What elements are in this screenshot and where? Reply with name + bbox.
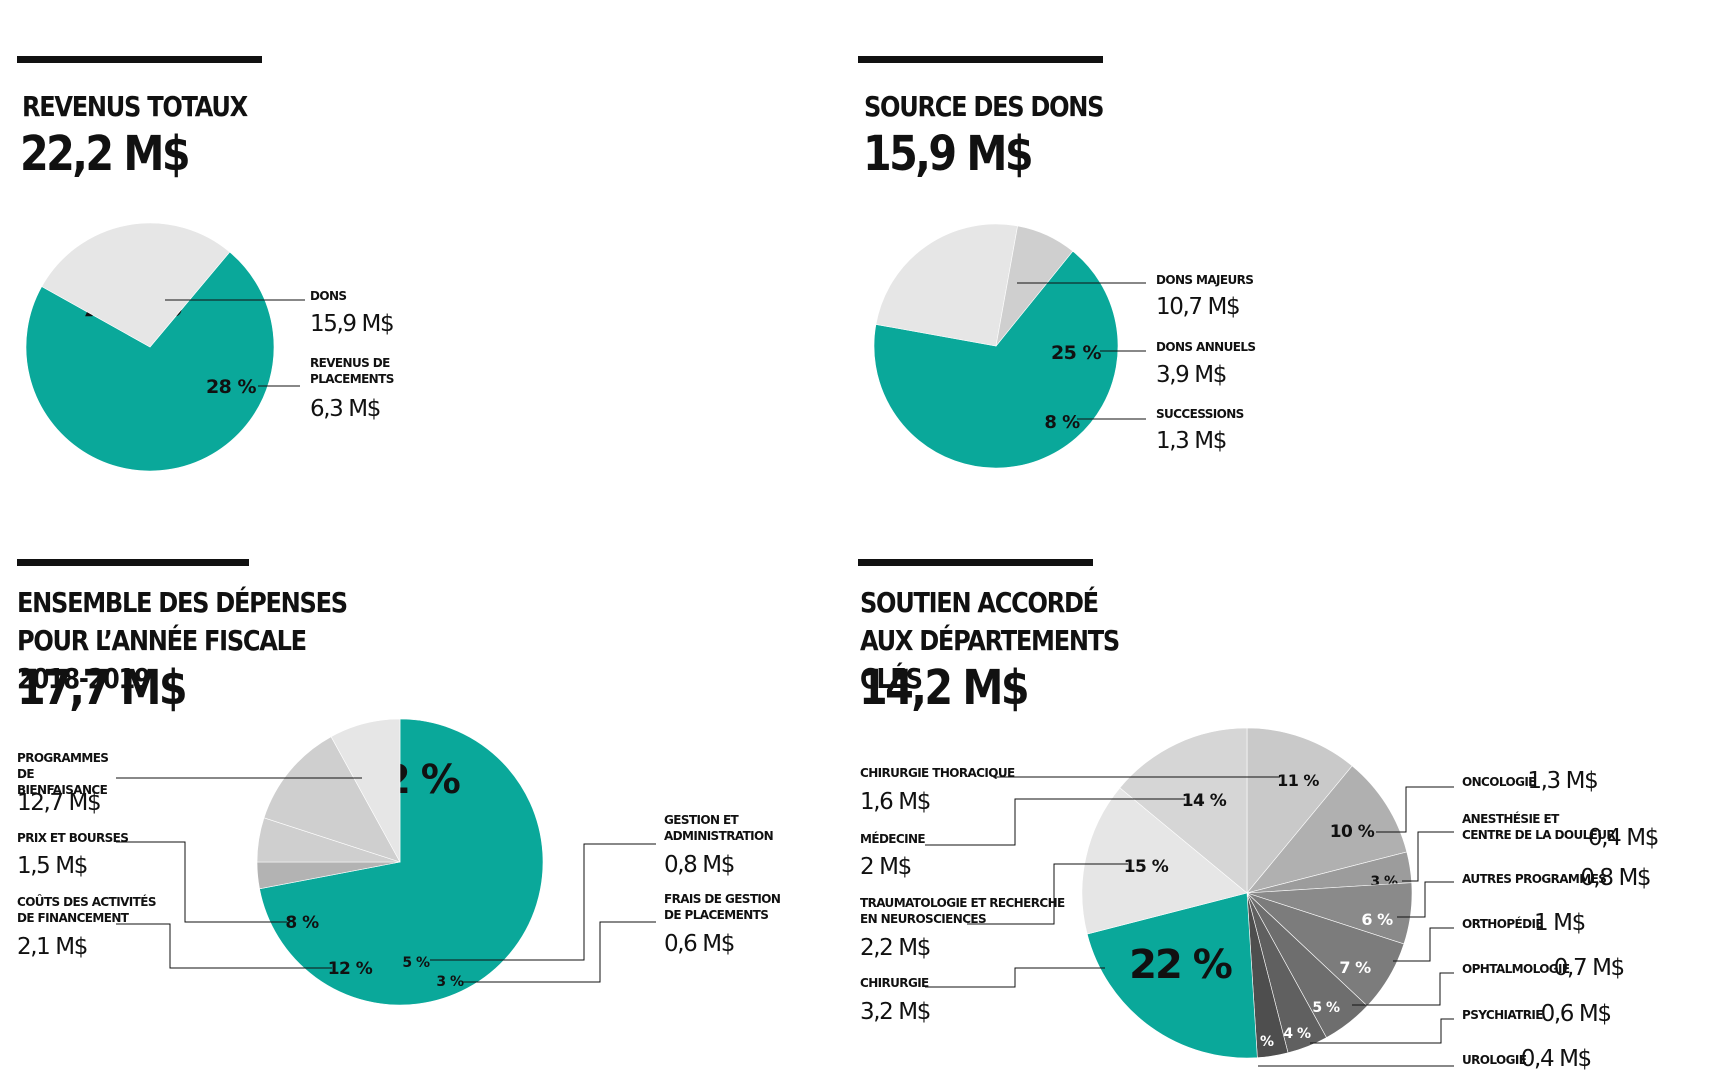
panel3-rule	[17, 559, 249, 566]
pie4-legend-thoracique-name: CHIRURGIE THORACIQUE	[860, 766, 1015, 780]
panel4-title: SOUTIEN ACCORDÉ AUX DÉPARTEMENTS CLÉS	[860, 584, 1152, 698]
pie3-leader-frais	[463, 921, 656, 983]
pie2-slice	[995, 225, 1074, 347]
pie4-legend-name: PSYCHIATRIE	[1462, 1008, 1543, 1022]
pie3-leader-couts	[116, 923, 332, 969]
pie3-legend-programmes-name: PROGRAMMES DE BIENFAISANCE	[17, 751, 108, 797]
pie2-legend-annuels-value: 3,9 M$	[1156, 362, 1226, 388]
pie4-legend-value: 0,8 M$	[1580, 865, 1650, 891]
pie4-leader-3	[1397, 881, 1454, 918]
panel4-rule	[858, 559, 1093, 566]
pie4-slice-label: 6 %	[1361, 910, 1393, 929]
pie4-legend-name: OPHTALMOLOGIE	[1462, 962, 1570, 976]
pie4-legend-value: 1,3 M$	[1527, 768, 1597, 794]
pie4-slice	[1086, 892, 1258, 1059]
pie3-slice	[263, 736, 401, 863]
pie4-slice	[1246, 765, 1408, 894]
pie4-leader-chirurgie	[925, 967, 1105, 988]
pie4-leader-medecine	[925, 798, 1185, 846]
pie4-slice-label: 22 %	[1129, 942, 1232, 988]
pie4-legend-value: 1 M$	[1534, 910, 1585, 936]
pie4-legend-value: 0,7 M$	[1554, 955, 1624, 981]
pie2-slice-label: 8 %	[1044, 412, 1080, 433]
pie2-legend-successions-name: SUCCESSIONS	[1156, 407, 1244, 421]
panel3-title: ENSEMBLE DES DÉPENSES POUR L’ANNÉE FISCA…	[17, 584, 378, 698]
pie4-leader-trauma	[967, 863, 1128, 925]
panel2-total: 15,9 M$	[863, 126, 1034, 182]
pie4-slice-label: 14 %	[1182, 791, 1227, 811]
pie4-leader-6	[1310, 1018, 1454, 1044]
pie4-legend-thoracique-value: 1,6 M$	[860, 789, 930, 815]
pie3-legend-prix-name: PRIX ET BOURSES	[17, 831, 128, 845]
panel3-title-text: ENSEMBLE DES DÉPENSES POUR L’ANNÉE FISCA…	[17, 586, 348, 695]
pie3-slice	[330, 718, 401, 863]
pie3-leader-prix	[116, 841, 287, 923]
pie4-slice-label: 15 %	[1124, 857, 1169, 877]
pie4-slice-label: 4 %	[1283, 1026, 1311, 1042]
pie1-legend-placements-name: REVENUS DE PLACEMENTS	[310, 356, 394, 386]
pie4-legend-name: AUTRES PROGRAMMES	[1462, 872, 1606, 886]
pie2-legend-majeurs-name: DONS MAJEURS	[1156, 273, 1253, 287]
pie4-slice-label: 5 %	[1312, 1000, 1340, 1016]
panel2-title: SOURCE DES DONS	[864, 90, 1104, 123]
pie4-legend-value: 0,4 M$	[1588, 825, 1658, 851]
panel2-rule	[858, 56, 1103, 63]
pie3-slice	[259, 718, 544, 1006]
pie4-leader-5	[1352, 972, 1454, 1006]
pie2-legend-annuels-name: DONS ANNUELS	[1156, 340, 1255, 354]
pie2-slice	[875, 223, 1018, 347]
pie4-slice	[1081, 787, 1248, 935]
pie2-slice-label: 25 %	[1051, 342, 1102, 364]
pie2-slice	[873, 250, 1119, 469]
pie2-legend-successions-value: 1,3 M$	[1156, 428, 1226, 454]
pie4-legend-medecine-value: 2 M$	[860, 854, 911, 880]
pie3-legend-frais-name: FRAIS DE GESTION DE PLACEMENTS	[664, 892, 780, 922]
pie4-slice	[1119, 727, 1248, 894]
pie4-leader-4	[1393, 927, 1454, 962]
panel1-rule	[17, 56, 262, 63]
pie3-slice-label: 3 %	[436, 974, 464, 990]
pie4-legend-value: 0,6 M$	[1541, 1001, 1611, 1027]
panel4-total: 14,2 M$	[859, 660, 1030, 716]
pie1-legend-dons-name: DONS	[310, 289, 346, 303]
panel1-title: REVENUS TOTAUX	[22, 90, 248, 123]
pie4-legend-value: 0,4 M$	[1521, 1046, 1591, 1072]
pie4-legend-trauma-value: 2,2 M$	[860, 935, 930, 961]
pie3-legend-programmes-value: 12,7 M$	[17, 790, 100, 816]
panel3-total: 17,7 M$	[17, 660, 188, 716]
pie1-legend-dons-value: 15,9 M$	[310, 311, 393, 337]
pie3-legend-gestion-name: GESTION ET ADMINISTRATION	[664, 813, 773, 843]
pie4-slice-label: 10 %	[1330, 822, 1375, 842]
pie4-legend-medecine-name: MÉDECINE	[860, 831, 925, 846]
panel1-total: 22,2 M$	[20, 126, 191, 182]
pie3-legend-couts-name: COÛTS DES ACTIVITÉS DE FINANCEMENT	[17, 894, 156, 925]
pie4-leader-2	[1402, 831, 1454, 882]
pie3-legend-prix-value: 1,5 M$	[17, 853, 87, 879]
pie4-legend-name: UROLOGIE	[1462, 1053, 1527, 1067]
pie1-slice	[25, 251, 275, 472]
pie3-slice-label: 8 %	[285, 913, 319, 933]
pie3-legend-couts-value: 2,1 M$	[17, 934, 87, 960]
pie3-slice-label: 5 %	[402, 955, 430, 971]
pie2-legend-majeurs-value: 10,7 M$	[1156, 294, 1239, 320]
pie1-slice	[41, 222, 231, 348]
pie3-slice-label: 12 %	[328, 959, 373, 979]
pie4-legend-name: ANESTHÉSIE ET CENTRE DE LA DOULEUR	[1462, 811, 1615, 842]
panel4-title-text: SOUTIEN ACCORDÉ AUX DÉPARTEMENTS CLÉS	[860, 586, 1120, 695]
pie4-slice-label: 7 %	[1339, 958, 1371, 977]
pie4-slice	[1246, 727, 1353, 894]
pie1-legend-placements-value: 6,3 M$	[310, 396, 380, 422]
pie4-legend-name: ONCOLOGIE	[1462, 775, 1536, 789]
pie1-slice-label: 28 %	[206, 376, 257, 398]
pie4-legend-chirurgie-value: 3,2 M$	[860, 999, 930, 1025]
pie3-leader-gestion	[430, 843, 656, 961]
pie3-legend-frais-value: 0,6 M$	[664, 931, 734, 957]
pie4-leader-1	[1376, 786, 1454, 833]
pie3-legend-gestion-value: 0,8 M$	[664, 852, 734, 878]
pie4-legend-trauma-name: TRAUMATOLOGIE ET RECHERCHE EN NEUROSCIENC…	[860, 896, 1065, 926]
pie4-legend-name: ORTHOPÉDIE	[1462, 916, 1543, 931]
pie4-slice-label: 11 %	[1277, 771, 1319, 790]
pie4-legend-chirurgie-name: CHIRURGIE	[860, 976, 929, 990]
